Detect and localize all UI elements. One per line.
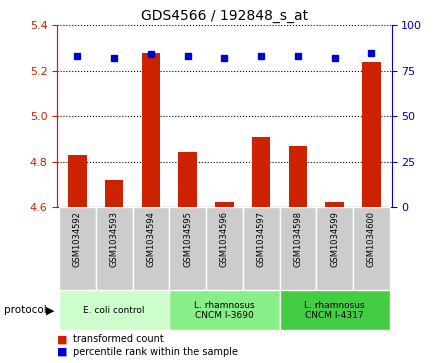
Bar xyxy=(326,202,344,207)
Bar xyxy=(243,207,279,290)
Bar xyxy=(169,290,279,330)
Bar xyxy=(279,290,390,330)
Text: transformed count: transformed count xyxy=(73,334,163,344)
Text: GSM1034598: GSM1034598 xyxy=(293,211,302,267)
Bar xyxy=(59,290,169,330)
Bar xyxy=(353,207,390,290)
Bar xyxy=(105,180,123,207)
Text: ▶: ▶ xyxy=(46,305,55,315)
Text: GSM1034597: GSM1034597 xyxy=(257,211,266,267)
Bar xyxy=(68,155,87,207)
Bar xyxy=(179,152,197,207)
Text: E. coli control: E. coli control xyxy=(84,306,145,315)
Bar xyxy=(59,207,96,290)
Bar xyxy=(132,207,169,290)
Text: L. rhamnosus
CNCM I-4317: L. rhamnosus CNCM I-4317 xyxy=(304,301,365,320)
Title: GDS4566 / 192848_s_at: GDS4566 / 192848_s_at xyxy=(141,9,308,23)
Text: GSM1034595: GSM1034595 xyxy=(183,211,192,267)
Bar xyxy=(215,202,234,207)
Text: GSM1034599: GSM1034599 xyxy=(330,211,339,267)
Text: ■: ■ xyxy=(57,334,68,344)
Text: percentile rank within the sample: percentile rank within the sample xyxy=(73,347,238,357)
Bar xyxy=(142,53,160,207)
Text: GSM1034600: GSM1034600 xyxy=(367,211,376,267)
Text: L. rhamnosus
CNCM I-3690: L. rhamnosus CNCM I-3690 xyxy=(194,301,255,320)
Text: GSM1034594: GSM1034594 xyxy=(147,211,155,267)
Bar xyxy=(279,207,316,290)
Bar xyxy=(362,62,381,207)
Text: GSM1034593: GSM1034593 xyxy=(110,211,119,267)
Bar xyxy=(289,146,307,207)
Bar xyxy=(206,207,243,290)
Bar xyxy=(252,136,270,207)
Text: GSM1034596: GSM1034596 xyxy=(220,211,229,267)
Bar xyxy=(96,207,132,290)
Bar xyxy=(316,207,353,290)
Text: ■: ■ xyxy=(57,347,68,357)
Text: protocol: protocol xyxy=(4,305,47,315)
Text: GSM1034592: GSM1034592 xyxy=(73,211,82,267)
Bar xyxy=(169,207,206,290)
